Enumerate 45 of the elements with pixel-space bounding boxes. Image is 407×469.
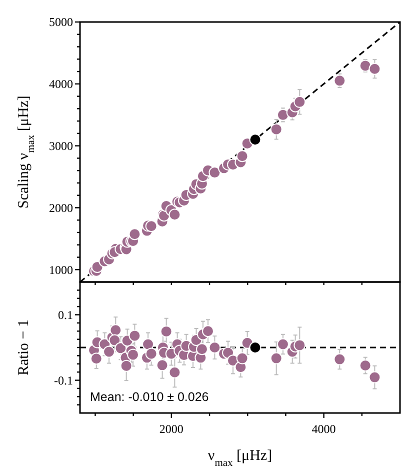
y-tick-label: 3000 xyxy=(49,139,73,154)
point xyxy=(145,348,158,360)
point xyxy=(359,360,372,372)
point xyxy=(168,366,181,378)
y-tick-label: 4000 xyxy=(49,77,73,92)
point xyxy=(359,60,372,72)
point xyxy=(276,108,289,121)
y-tick-label: 5000 xyxy=(49,15,73,30)
point xyxy=(334,353,346,366)
point xyxy=(249,134,262,146)
point xyxy=(334,74,346,87)
point xyxy=(142,338,154,350)
point xyxy=(127,348,140,361)
point xyxy=(128,330,141,342)
point xyxy=(368,371,381,384)
point xyxy=(368,62,381,75)
y-tick-label: 2000 xyxy=(49,200,73,215)
point xyxy=(120,360,132,372)
point xyxy=(276,338,289,350)
point xyxy=(270,352,282,364)
point xyxy=(103,346,116,358)
y-tick-label: 0.1 xyxy=(58,308,73,322)
point xyxy=(236,150,248,162)
point xyxy=(128,228,141,240)
point xyxy=(270,123,282,136)
point xyxy=(202,325,214,338)
point xyxy=(196,343,208,356)
point xyxy=(294,339,306,352)
point xyxy=(160,325,172,338)
point xyxy=(236,352,248,364)
point xyxy=(294,96,306,108)
y-axis-title: Ratio − 1 xyxy=(16,320,32,376)
point xyxy=(90,352,102,365)
y-tick-label: 1000 xyxy=(49,262,73,277)
point xyxy=(110,324,122,336)
point xyxy=(108,334,121,346)
annotation: Mean: -0.010 ± 0.026 xyxy=(90,390,209,404)
point xyxy=(145,220,158,232)
point xyxy=(156,359,168,372)
point xyxy=(208,342,221,354)
point xyxy=(208,166,221,179)
point xyxy=(249,342,262,354)
y-tick-label: -0.1 xyxy=(54,373,73,388)
x-axis-title: ν$_{max}$ [μHz] xyxy=(208,448,272,468)
point xyxy=(168,208,181,221)
